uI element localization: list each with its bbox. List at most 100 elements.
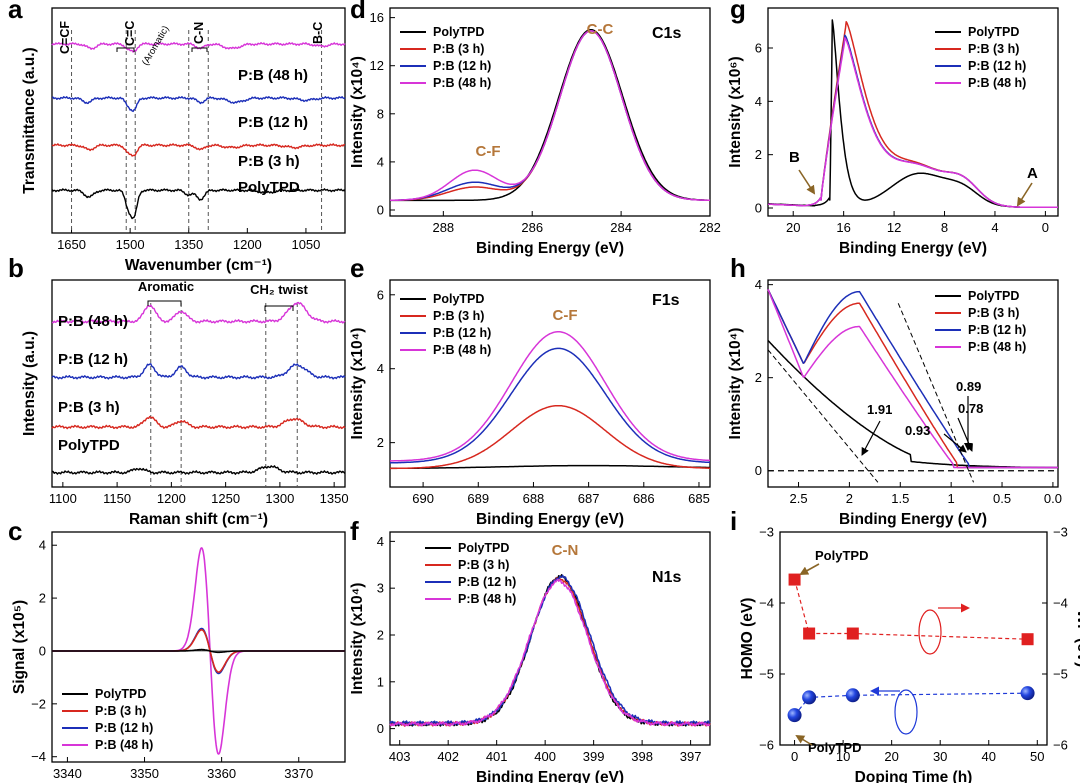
stack-label: P:B (48 h) [238, 67, 308, 84]
x-tick-label: 1050 [291, 237, 320, 252]
ftir-trace [51, 143, 346, 157]
x-tick-label: 3360 [207, 766, 236, 781]
panel-label-a: a [8, 0, 23, 24]
plot-frame [389, 531, 711, 746]
y-tick-label: −2 [31, 696, 46, 711]
x-tick-label: 1200 [233, 237, 262, 252]
xps-trace [390, 28, 710, 202]
raman-trace [51, 415, 346, 430]
y2-axis-label: WF (eV) [1074, 610, 1080, 668]
y-axis-label: Intensity (x10⁶) [727, 56, 744, 167]
y-axis-label: Intensity (x10⁴) [349, 328, 366, 440]
epr-trace [51, 648, 346, 654]
x-axis-label: Wavenumber (cm⁻¹) [125, 257, 272, 274]
y-tick-label: 2 [755, 147, 762, 162]
homo-point [787, 708, 802, 723]
x-tick-label: 685 [688, 491, 710, 506]
annotation: (Aromatic) [140, 24, 171, 67]
homo-point [1020, 686, 1035, 701]
y-tick-label: 4 [377, 154, 384, 169]
x-tick-label: 689 [467, 491, 489, 506]
xps-trace [389, 30, 711, 202]
legend-entry: P:B (3 h) [433, 42, 484, 56]
annotation: Aromatic [138, 279, 194, 294]
y-tick-label: 2 [39, 591, 46, 606]
x-tick-label: 1500 [116, 237, 145, 252]
stack-label: P:B (3 h) [238, 153, 300, 170]
x-tick-label: 10 [836, 749, 850, 764]
legend-entry: P:B (12 h) [968, 323, 1026, 337]
panel-e: e 690 689 688 687 686 685 2 4 6 Binding Energy (eV… [349, 253, 711, 528]
y-tick-label: 4 [39, 538, 46, 553]
legend-entry: P:B (3 h) [433, 309, 484, 323]
stack-label: P:B (3 h) [58, 399, 120, 416]
y-tick-label: 0 [39, 643, 46, 658]
y-tick-label: 2 [377, 627, 384, 642]
x-axis-label: Binding Energy (eV) [839, 511, 987, 528]
x-tick-label: 690 [412, 491, 434, 506]
legend-entry: P:B (3 h) [968, 306, 1019, 320]
legend-entry: P:B (12 h) [458, 575, 516, 589]
arrow [795, 734, 813, 746]
peak-label: C-N [552, 542, 579, 559]
x-tick-label: 1.5 [891, 491, 909, 506]
y-tick-label: −3 [759, 525, 774, 540]
x-tick-label: 0.5 [993, 491, 1011, 506]
plot-frame [51, 279, 346, 488]
legend-entry: PolyTPD [433, 292, 484, 306]
x-tick-label: 40 [982, 749, 996, 764]
x-tick-label: 401 [486, 749, 508, 764]
x-axis-label: Binding Energy (eV) [476, 511, 624, 528]
x-axis-label: Binding Energy (eV) [839, 240, 987, 257]
x-tick-label: 284 [610, 220, 632, 235]
bracket [191, 47, 208, 52]
y-tick-label: 4 [755, 94, 762, 109]
panel-label-f: f [350, 516, 359, 546]
panel-f: f 403 402 401 400 399 398 397 0 1 2 3 4 Binding Energ… [349, 516, 711, 783]
x-tick-label: 4 [991, 220, 998, 235]
bracket [116, 47, 135, 52]
corner-label: F1s [652, 292, 680, 309]
x-tick-label: 20 [786, 220, 800, 235]
x-tick-label: 403 [389, 749, 411, 764]
x-tick-label: 688 [523, 491, 545, 506]
arrow [799, 563, 820, 575]
y-axis-label: Intensity (x10⁴) [349, 56, 366, 168]
y-tick-label: 6 [755, 41, 762, 56]
xps-trace [389, 574, 711, 726]
xps-trace [390, 30, 711, 202]
legend-entry: P:B (48 h) [968, 76, 1026, 90]
x-tick-label: 1150 [103, 491, 131, 506]
x-tick-label: 2.5 [789, 491, 807, 506]
y-tick-label: −4 [759, 596, 774, 611]
panel-b: b 1100 1150 1200 1250 1300 1350 Raman shift (cm… [8, 253, 349, 528]
wf-point [1021, 633, 1034, 646]
stack-label: PolyTPD [58, 437, 120, 454]
x-tick-label: 399 [583, 749, 605, 764]
annotation: C=CF [58, 21, 72, 54]
arrow [1016, 182, 1033, 207]
x-tick-label: 288 [432, 220, 454, 235]
y-axis-label: Intensity (a.u.) [21, 331, 38, 436]
y-tick-label: 0 [755, 201, 762, 216]
panel-label-c: c [8, 516, 22, 546]
xps-trace [389, 574, 711, 727]
x-axis-label: Doping Time (h) [855, 769, 973, 783]
y-tick-label: 0 [377, 721, 384, 736]
arrow [861, 420, 881, 456]
y2-tick-label: −5 [1053, 667, 1068, 682]
legend-entry: P:B (48 h) [433, 343, 491, 357]
bracket [264, 305, 294, 311]
x-tick-label: 0.0 [1044, 491, 1062, 506]
panel-label-d: d [350, 0, 366, 24]
x-tick-label: 1200 [157, 491, 186, 506]
panel-h: h 2.5 2 1.5 1 0.5 0.0 0 2 4 Binding Energy (eV) Int… [727, 253, 1062, 528]
y-tick-label: 2 [377, 435, 384, 450]
x-tick-label: 30 [933, 749, 947, 764]
onset-trace [767, 339, 1058, 469]
corner-label: N1s [652, 569, 681, 586]
plot-frame [51, 7, 346, 234]
legend-entry: P:B (12 h) [968, 59, 1026, 73]
y-tick-label: 2 [755, 370, 762, 385]
legend-entry: P:B (3 h) [95, 704, 146, 718]
